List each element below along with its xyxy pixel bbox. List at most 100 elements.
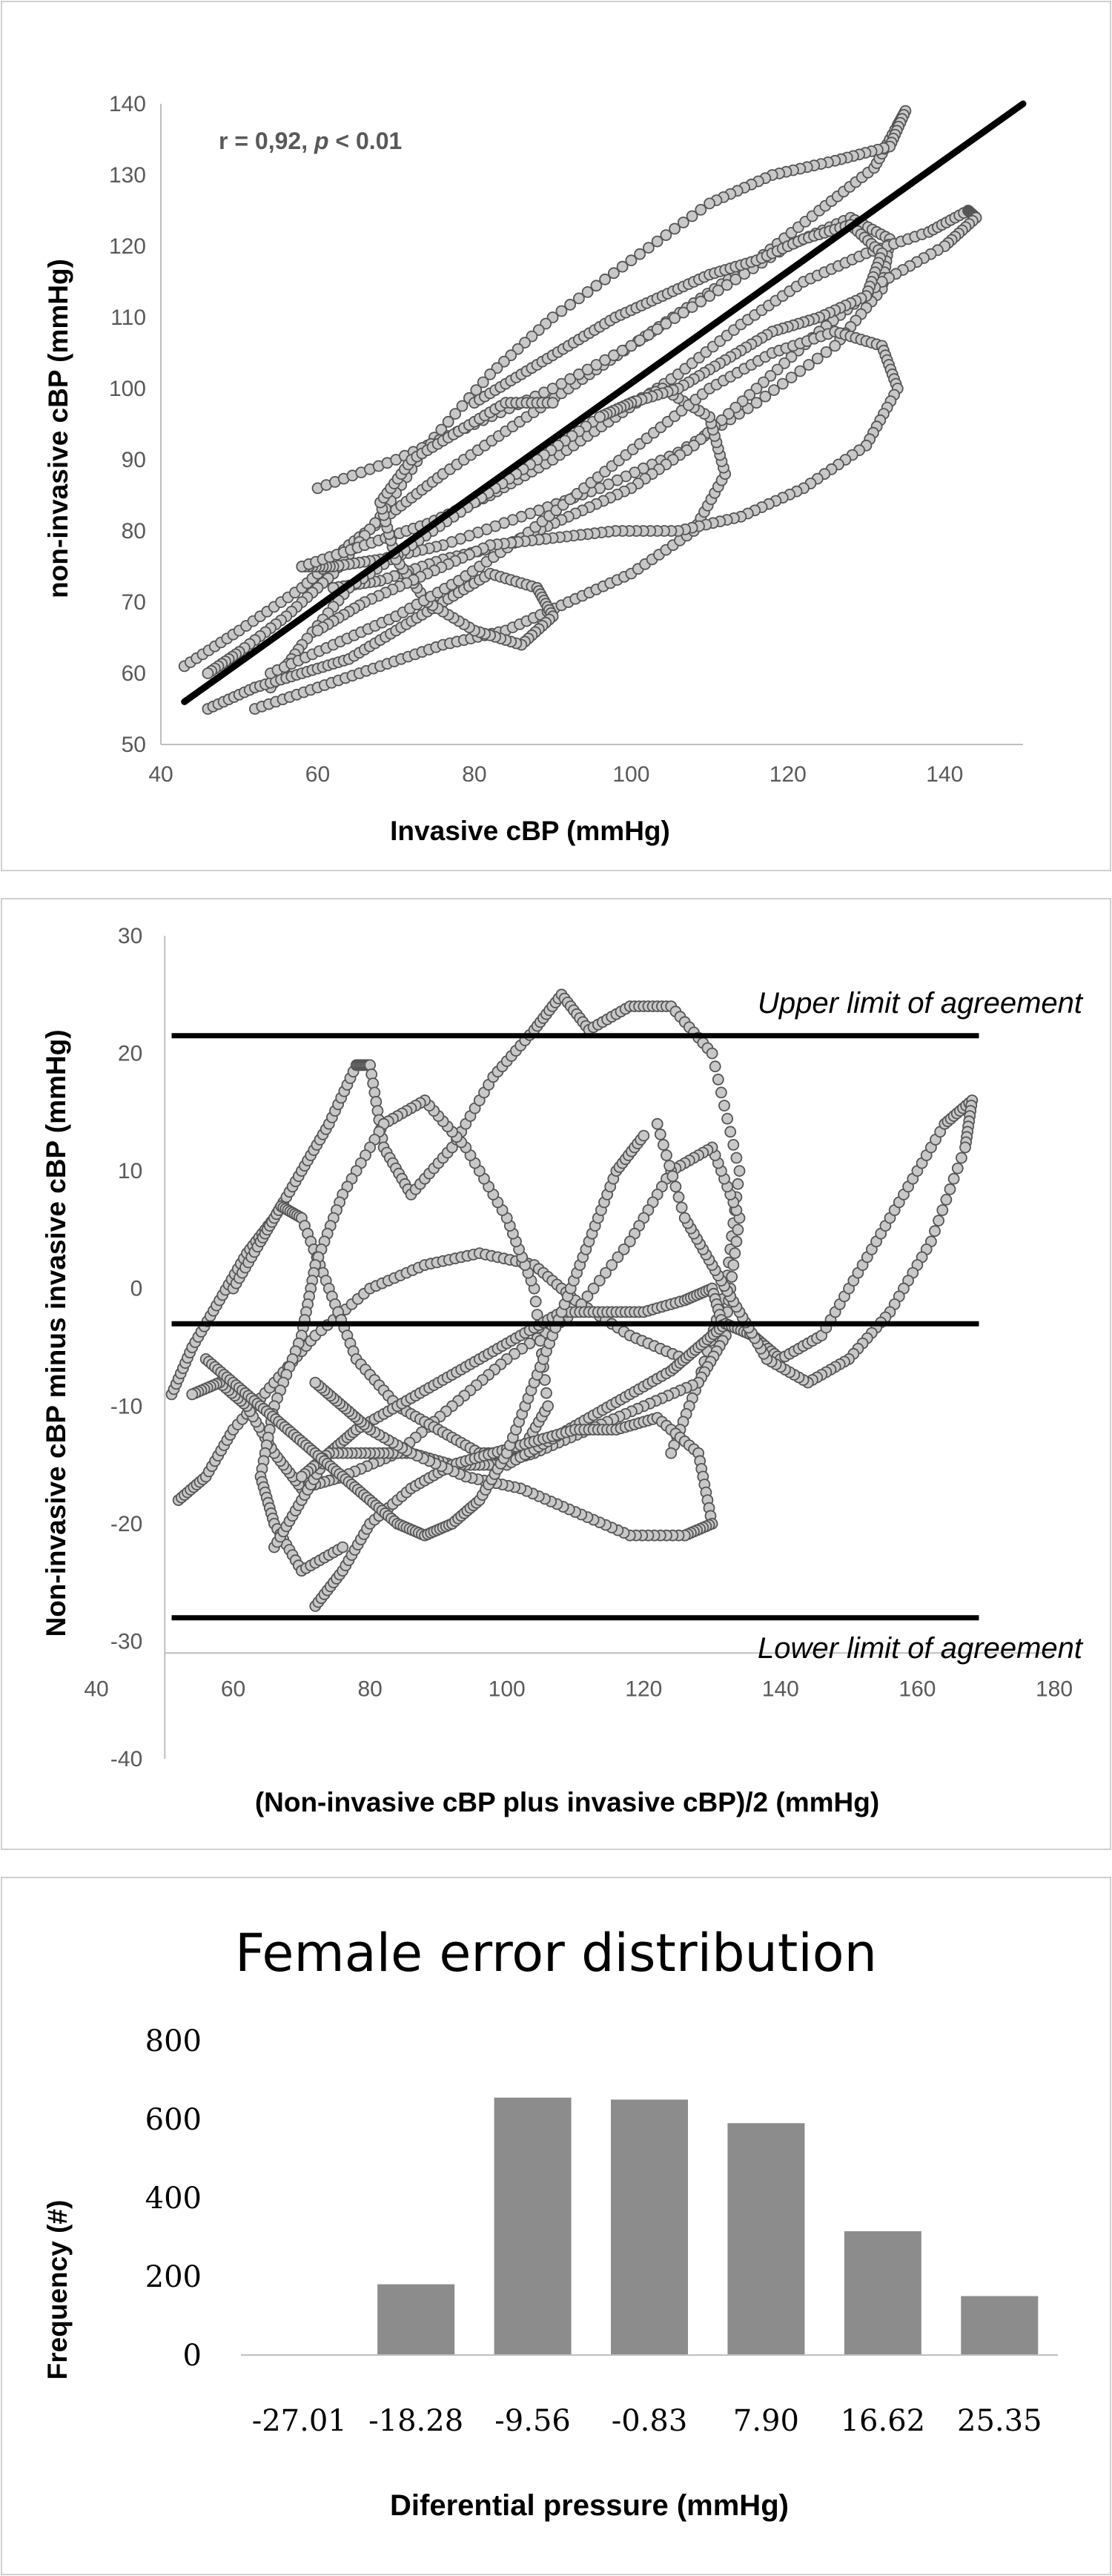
data-point xyxy=(590,359,603,371)
data-point xyxy=(651,323,663,335)
data-point xyxy=(202,667,214,679)
data-point xyxy=(724,1126,737,1138)
y-tick-label: 130 xyxy=(109,163,146,188)
data-point xyxy=(309,1376,322,1389)
x-tick-label: 60 xyxy=(221,1677,245,1701)
histogram-bars xyxy=(377,2097,1039,2355)
lower-limit-label: Lower limit of agreement xyxy=(758,1632,1084,1665)
y-tick-label: 120 xyxy=(109,234,146,259)
data-point xyxy=(677,306,689,319)
y-tick-label: 110 xyxy=(110,306,146,330)
data-point xyxy=(658,1138,669,1151)
chart-title: Female error distribution xyxy=(235,1923,877,1984)
y-tick-label: 70 xyxy=(122,590,146,615)
data-point xyxy=(581,363,594,376)
bland-altman-chart-panel: 40 60 80 100 120 140 160 180 -40 -30 -20 -10 0 10 20 3… xyxy=(0,897,1112,1851)
histogram-bar xyxy=(727,2123,805,2355)
data-point xyxy=(933,1215,944,1227)
data-point xyxy=(608,267,620,280)
data-point xyxy=(643,242,655,254)
data-point xyxy=(672,1191,685,1203)
x-tick-label: 160 xyxy=(898,1677,936,1701)
y-tick-label: 30 xyxy=(118,924,142,948)
data-point xyxy=(540,1387,552,1399)
y-tick-label: 0 xyxy=(130,1277,143,1301)
x-category-labels: -27.01 -18.28 -9.56 -0.83 7.90 16.62 25.35 xyxy=(252,2404,1042,2438)
data-point xyxy=(712,284,724,297)
data-point xyxy=(186,1388,199,1401)
regression-line xyxy=(181,100,1027,705)
data-point xyxy=(776,377,789,390)
data-point xyxy=(695,203,707,216)
data-point xyxy=(732,1223,744,1236)
data-point xyxy=(729,273,742,285)
data-point xyxy=(616,344,629,357)
x-tick-label: 100 xyxy=(612,762,649,787)
x-tick-label: 120 xyxy=(625,1677,662,1701)
data-point xyxy=(768,384,780,396)
x-tick-label: 180 xyxy=(1036,1677,1073,1701)
data-point xyxy=(573,368,585,380)
data-point xyxy=(669,312,681,325)
data-point xyxy=(612,1251,624,1264)
x-category-label: -0.83 xyxy=(612,2404,688,2438)
histogram-bar xyxy=(611,2099,688,2355)
data-point xyxy=(686,210,698,222)
x-tick-labels: 40 60 80 100 120 140 160 180 xyxy=(84,1677,1073,1701)
data-point xyxy=(337,1541,349,1553)
data-point xyxy=(542,1400,554,1413)
data-point xyxy=(947,1172,960,1185)
data-point xyxy=(665,1447,678,1459)
data-point xyxy=(651,1117,663,1130)
data-point xyxy=(686,301,698,314)
chart-frame xyxy=(1,898,1111,1850)
data-point xyxy=(449,408,461,420)
y-tick-label: 20 xyxy=(118,1042,142,1066)
data-point xyxy=(529,1295,542,1308)
y-tick-label: 80 xyxy=(122,519,146,544)
y-tick-label: 140 xyxy=(109,92,146,116)
data-point xyxy=(712,1073,724,1086)
data-point xyxy=(654,1128,666,1140)
correlation-chart: 40 60 80 100 120 140 50 60 70 80 90 100 110 120 130 14… xyxy=(1,1,1111,871)
y-tick-label: -20 xyxy=(110,1512,142,1536)
x-axis-title: (Non-invasive cBP plus invasive cBP)/2 (… xyxy=(255,1787,879,1817)
data-point xyxy=(660,317,672,330)
x-tick-label: 40 xyxy=(84,1677,108,1701)
data-point xyxy=(677,217,689,228)
data-point xyxy=(638,1129,650,1142)
data-point xyxy=(785,371,798,384)
data-point xyxy=(820,346,833,358)
correlation-chart-panel: 40 60 80 100 120 140 50 60 70 80 90 100 110 120 130 14… xyxy=(0,0,1112,872)
y-axis-title: Non-invasive cBP minus invasive cBP (mmH… xyxy=(41,1029,71,1637)
y-tick-label: -10 xyxy=(110,1394,142,1419)
y-tick-labels: 50 60 70 80 90 100 110 120 130 140 xyxy=(109,92,146,757)
data-point xyxy=(643,328,655,341)
scatter-points xyxy=(165,988,979,1612)
data-point xyxy=(546,397,559,409)
y-tick-label: 400 xyxy=(145,2182,202,2216)
data-point xyxy=(564,373,576,386)
y-tick-label: 200 xyxy=(145,2260,202,2294)
x-axis-title: Invasive cBP (mmHg) xyxy=(390,816,670,846)
data-point xyxy=(750,397,763,409)
y-tick-label: -40 xyxy=(110,1747,142,1771)
data-point xyxy=(625,254,638,267)
data-point xyxy=(669,222,681,235)
data-point xyxy=(704,197,715,210)
data-point xyxy=(666,1170,679,1183)
data-point xyxy=(721,279,733,291)
data-point xyxy=(599,273,611,285)
data-point xyxy=(929,1225,941,1238)
data-point xyxy=(581,1290,594,1303)
y-tick-label: 100 xyxy=(109,377,146,401)
data-point xyxy=(959,1141,971,1154)
data-point xyxy=(587,1282,600,1295)
y-tick-labels: 0 200 400 600 800 xyxy=(145,2024,202,2373)
upper-limit-label: Upper limit of agreement xyxy=(758,987,1084,1020)
x-tick-label: 80 xyxy=(357,1677,382,1701)
data-point xyxy=(555,377,568,390)
data-point xyxy=(634,248,646,260)
data-point xyxy=(715,1086,727,1099)
data-point xyxy=(594,411,606,423)
